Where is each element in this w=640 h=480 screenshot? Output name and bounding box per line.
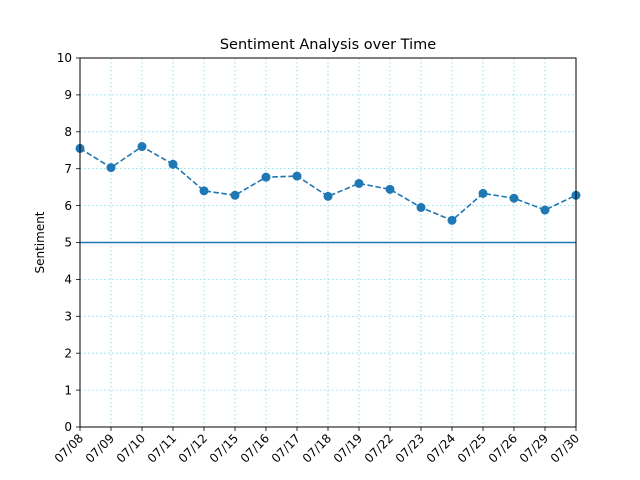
- data-point: [199, 186, 209, 196]
- y-tick-label: 1: [64, 383, 72, 397]
- y-tick-label: 2: [64, 346, 72, 360]
- data-point: [540, 205, 550, 215]
- data-point: [509, 193, 519, 203]
- data-point: [106, 163, 116, 173]
- data-point: [292, 171, 302, 181]
- y-tick-label: 3: [64, 310, 72, 324]
- data-point: [137, 142, 147, 152]
- data-point: [354, 178, 364, 188]
- chart-title: Sentiment Analysis over Time: [220, 37, 436, 53]
- data-point: [478, 188, 488, 198]
- y-axis-label: Sentiment: [33, 211, 47, 273]
- data-point: [168, 159, 178, 169]
- y-axis: 0 1 2 3 4 5 6 7 8 9 10: [57, 51, 80, 434]
- y-tick-label: 4: [64, 273, 72, 287]
- series-line: [79, 145, 577, 222]
- y-tick-label: 9: [64, 88, 72, 102]
- data-point: [416, 202, 426, 212]
- data-point: [261, 172, 271, 182]
- y-tick-label: 8: [64, 125, 72, 139]
- data-point: [230, 190, 240, 200]
- y-tick-label: 7: [64, 162, 72, 176]
- y-tick-label: 6: [64, 199, 72, 213]
- y-tick-label: 5: [64, 236, 72, 250]
- y-tick-label: 0: [64, 420, 72, 434]
- data-point: [385, 184, 395, 194]
- data-point: [323, 191, 333, 201]
- y-tick-label: 10: [57, 51, 72, 65]
- data-point: [447, 215, 457, 225]
